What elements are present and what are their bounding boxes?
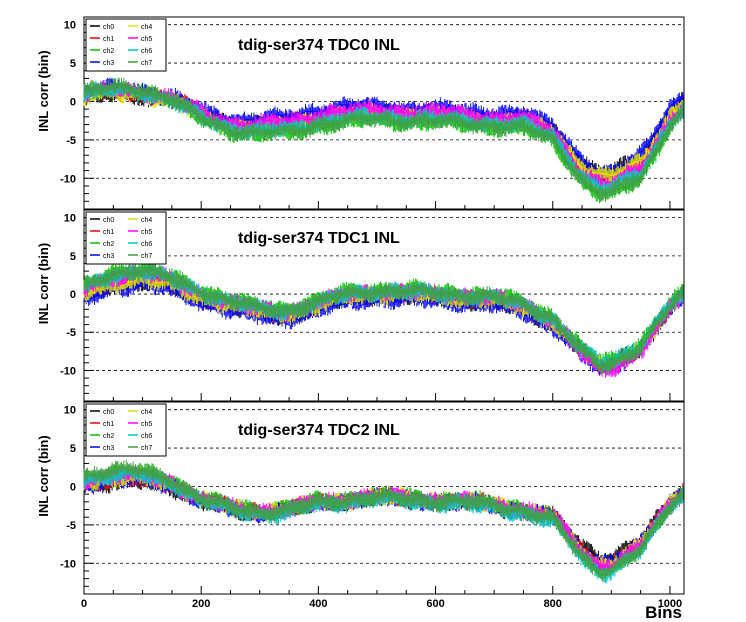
y-tick-label: 5 — [70, 251, 76, 263]
legend-label-ch7: ch7 — [141, 253, 152, 260]
legend-label-ch3: ch3 — [103, 445, 114, 452]
x-tick-label: 200 — [192, 598, 210, 610]
y-tick-label: 5 — [70, 58, 76, 70]
legend-label-ch6: ch6 — [141, 241, 152, 248]
y-tick-label: 10 — [64, 20, 76, 32]
legend-label-ch0: ch0 — [103, 24, 114, 31]
y-tick-label: -10 — [60, 365, 76, 377]
y-tick-label: 10 — [64, 405, 76, 417]
legend-label-ch0: ch0 — [103, 217, 114, 224]
chart-title: tdig-ser374 TDC2 INL — [238, 422, 400, 439]
legend-label-ch5: ch5 — [141, 421, 152, 428]
y-axis-label: INL corr (bin) — [36, 435, 51, 516]
legend-label-ch5: ch5 — [141, 36, 152, 43]
x-tick-label: 600 — [426, 598, 444, 610]
legend-label-ch7: ch7 — [141, 445, 152, 452]
legend-box — [85, 18, 167, 72]
legend-label-ch6: ch6 — [141, 433, 152, 440]
y-tick-label: 0 — [70, 96, 76, 108]
legend: ch0 ch1 ch2 ch3 ch4 ch5 ch6 ch7 — [85, 403, 167, 457]
y-tick-label: -5 — [66, 135, 76, 147]
legend-label-ch1: ch1 — [103, 36, 114, 43]
y-tick-label: 5 — [70, 443, 76, 455]
legend-label-ch5: ch5 — [141, 229, 152, 236]
x-tick-label: 0 — [81, 598, 87, 610]
series-ch7 — [83, 77, 684, 203]
legend-label-ch1: ch1 — [103, 229, 114, 236]
legend-label-ch2: ch2 — [103, 48, 114, 55]
legend-label-ch3: ch3 — [103, 253, 114, 260]
y-tick-label: -5 — [66, 327, 76, 339]
legend-label-ch4: ch4 — [141, 217, 152, 224]
series-line-ch7 — [83, 269, 683, 368]
chart-title: tdig-ser374 TDC0 INL — [238, 37, 400, 54]
chart-title: tdig-ser374 TDC1 INL — [238, 230, 400, 247]
y-tick-label: -10 — [60, 173, 76, 185]
legend-label-ch2: ch2 — [103, 241, 114, 248]
x-tick-label: 1000 — [658, 598, 682, 610]
series-line-ch7 — [83, 466, 683, 576]
y-tick-label: -10 — [60, 558, 76, 570]
y-tick-label: 0 — [70, 289, 76, 301]
legend-label-ch4: ch4 — [141, 24, 152, 31]
legend-label-ch0: ch0 — [103, 409, 114, 416]
x-axis-label: Bins — [645, 603, 682, 622]
legend-label-ch3: ch3 — [103, 60, 114, 67]
y-tick-label: 10 — [64, 213, 76, 225]
series-ch7 — [83, 263, 684, 375]
legend-label-ch1: ch1 — [103, 421, 114, 428]
legend-label-ch6: ch6 — [141, 48, 152, 55]
legend-box — [85, 403, 167, 457]
legend: ch0 ch1 ch2 ch3 ch4 ch5 ch6 ch7 — [85, 211, 167, 265]
legend-box — [85, 211, 167, 265]
x-tick-label: 800 — [544, 598, 562, 610]
series-line-ch7 — [83, 84, 683, 195]
y-tick-label: 0 — [70, 481, 76, 493]
legend-label-ch2: ch2 — [103, 433, 114, 440]
legend: ch0 ch1 ch2 ch3 ch4 ch5 ch6 ch7 — [85, 18, 167, 72]
y-axis-label: INL corr (bin) — [36, 50, 51, 131]
legend-label-ch4: ch4 — [141, 409, 152, 416]
y-axis-label: INL corr (bin) — [36, 243, 51, 324]
series-ch7 — [83, 459, 684, 581]
x-tick-label: 400 — [309, 598, 327, 610]
legend-label-ch7: ch7 — [141, 60, 152, 67]
y-tick-label: -5 — [66, 520, 76, 532]
